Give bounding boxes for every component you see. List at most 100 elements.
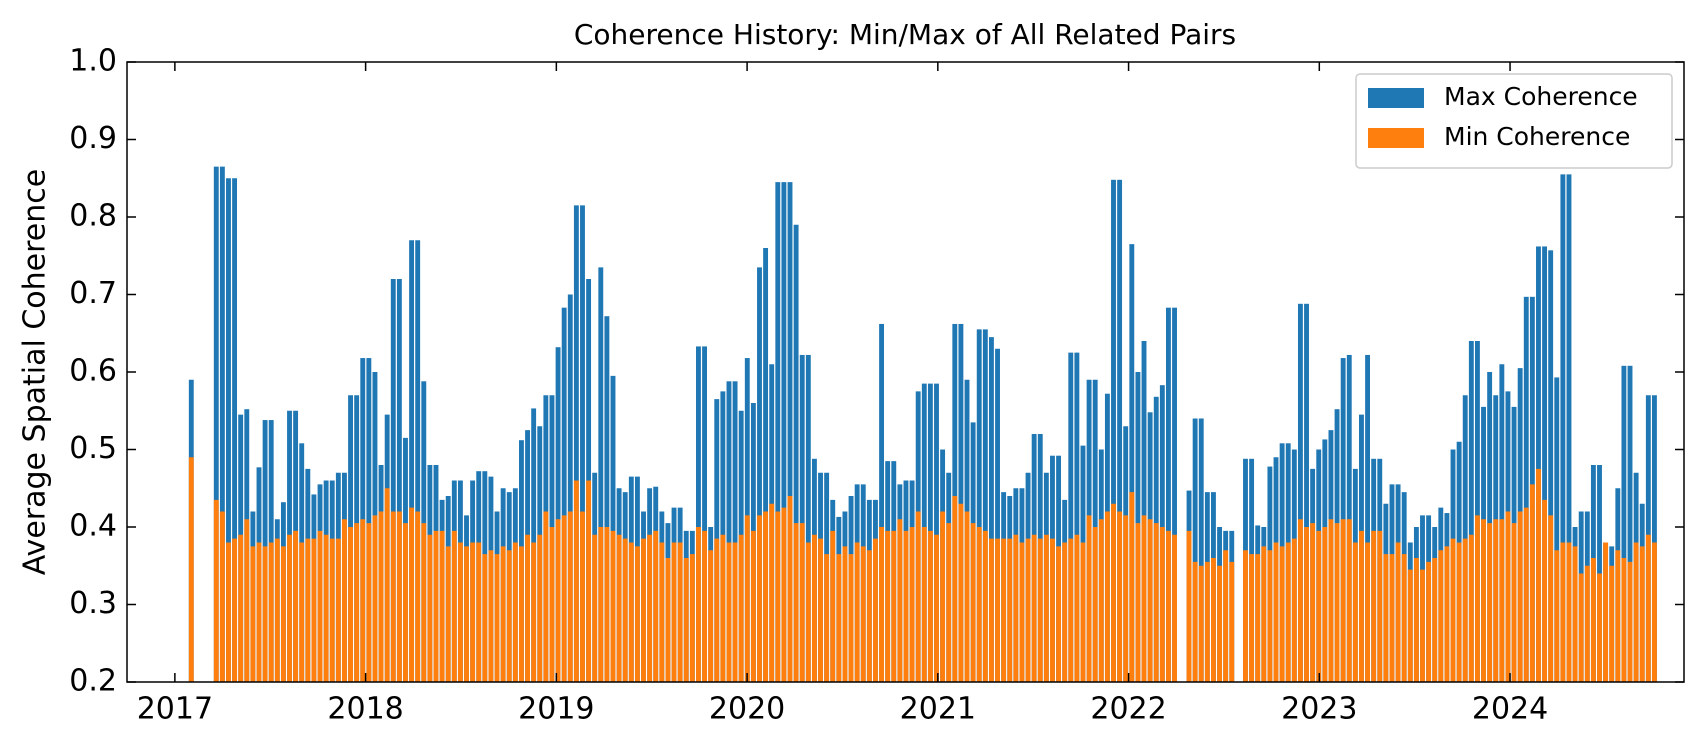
y-tick-label: 0.6 [69,354,117,389]
bar [1389,554,1395,682]
bar [1560,542,1566,682]
bar [781,507,787,682]
bar [1505,511,1511,682]
bar [1340,519,1346,682]
bar [604,316,610,682]
bar [818,538,823,682]
bar [1111,503,1116,682]
x-tick-label: 2022 [1090,692,1166,727]
bar [763,511,769,682]
bar [1322,527,1328,682]
bar [1487,523,1493,682]
bar [274,538,280,682]
bar [573,480,579,682]
bar [1117,511,1123,682]
bar [1243,550,1248,682]
bar [457,542,463,682]
bar [641,538,646,682]
bar [1468,534,1474,682]
bar [1304,303,1309,682]
bar [1554,550,1560,682]
bar [879,527,885,682]
bar [372,515,378,682]
bar [1627,561,1633,682]
bar [451,530,457,682]
bar [1438,550,1444,682]
bar [567,294,573,682]
bar [720,534,726,682]
bar [1365,354,1371,682]
bar [1651,542,1657,682]
legend: Max Coherence Min Coherence [1355,73,1673,169]
bar [726,381,732,682]
bar [1291,538,1297,682]
bar [873,538,878,682]
bar [250,546,256,682]
y-tick-label: 1.0 [69,44,117,79]
bar [561,515,567,682]
bar [958,503,964,682]
bar [1304,527,1309,682]
bar [439,530,445,682]
bar [769,503,775,682]
y-tick-label: 0.7 [69,276,117,311]
bar [366,358,372,682]
bar [775,182,781,682]
bar [982,329,988,682]
bar [1192,561,1198,682]
bar [378,511,384,682]
bar [732,381,738,682]
bar [1068,538,1074,682]
bar [311,538,317,682]
bar [1578,573,1584,682]
bar [1401,554,1407,682]
bar [1147,519,1153,682]
bar [335,538,341,682]
bar [1104,511,1110,682]
y-tick-label: 0.2 [69,664,117,699]
bar [1001,538,1007,682]
bar [1172,534,1177,682]
bar [903,530,909,682]
bar [1153,523,1159,682]
y-tick-label: 0.4 [69,509,117,544]
bar [268,542,274,682]
bar [1493,519,1499,682]
bar [433,530,439,682]
bar [280,546,286,682]
bar [1371,530,1377,682]
bar [622,538,628,682]
bar [1192,418,1198,682]
bar [1474,515,1480,682]
bar [1223,550,1229,682]
bar [1297,519,1303,682]
bar [879,323,885,682]
bar [927,530,933,682]
bar [543,511,549,682]
chart-title: Coherence History: Min/Max of All Relate… [574,18,1236,51]
bar [244,519,250,682]
bar [1135,523,1141,682]
legend-label: Max Coherence [1444,82,1638,111]
bar [342,519,347,682]
bar [1249,554,1255,682]
bar [1481,519,1486,682]
bar [1542,246,1548,682]
bar [1523,507,1529,682]
bar [1217,565,1222,682]
bar [988,538,994,682]
bar [1007,538,1013,682]
x-tick-label: 2024 [1472,692,1548,727]
bar [1566,542,1572,682]
bar [1420,569,1425,682]
bar [213,166,219,682]
bar [1597,573,1602,682]
bar [738,534,744,682]
bar [494,554,500,682]
bar [885,530,891,682]
bar [1117,179,1123,683]
bar [775,511,781,682]
bar [1043,534,1049,682]
bar [1198,565,1204,682]
y-tick-label: 0.8 [69,199,117,234]
